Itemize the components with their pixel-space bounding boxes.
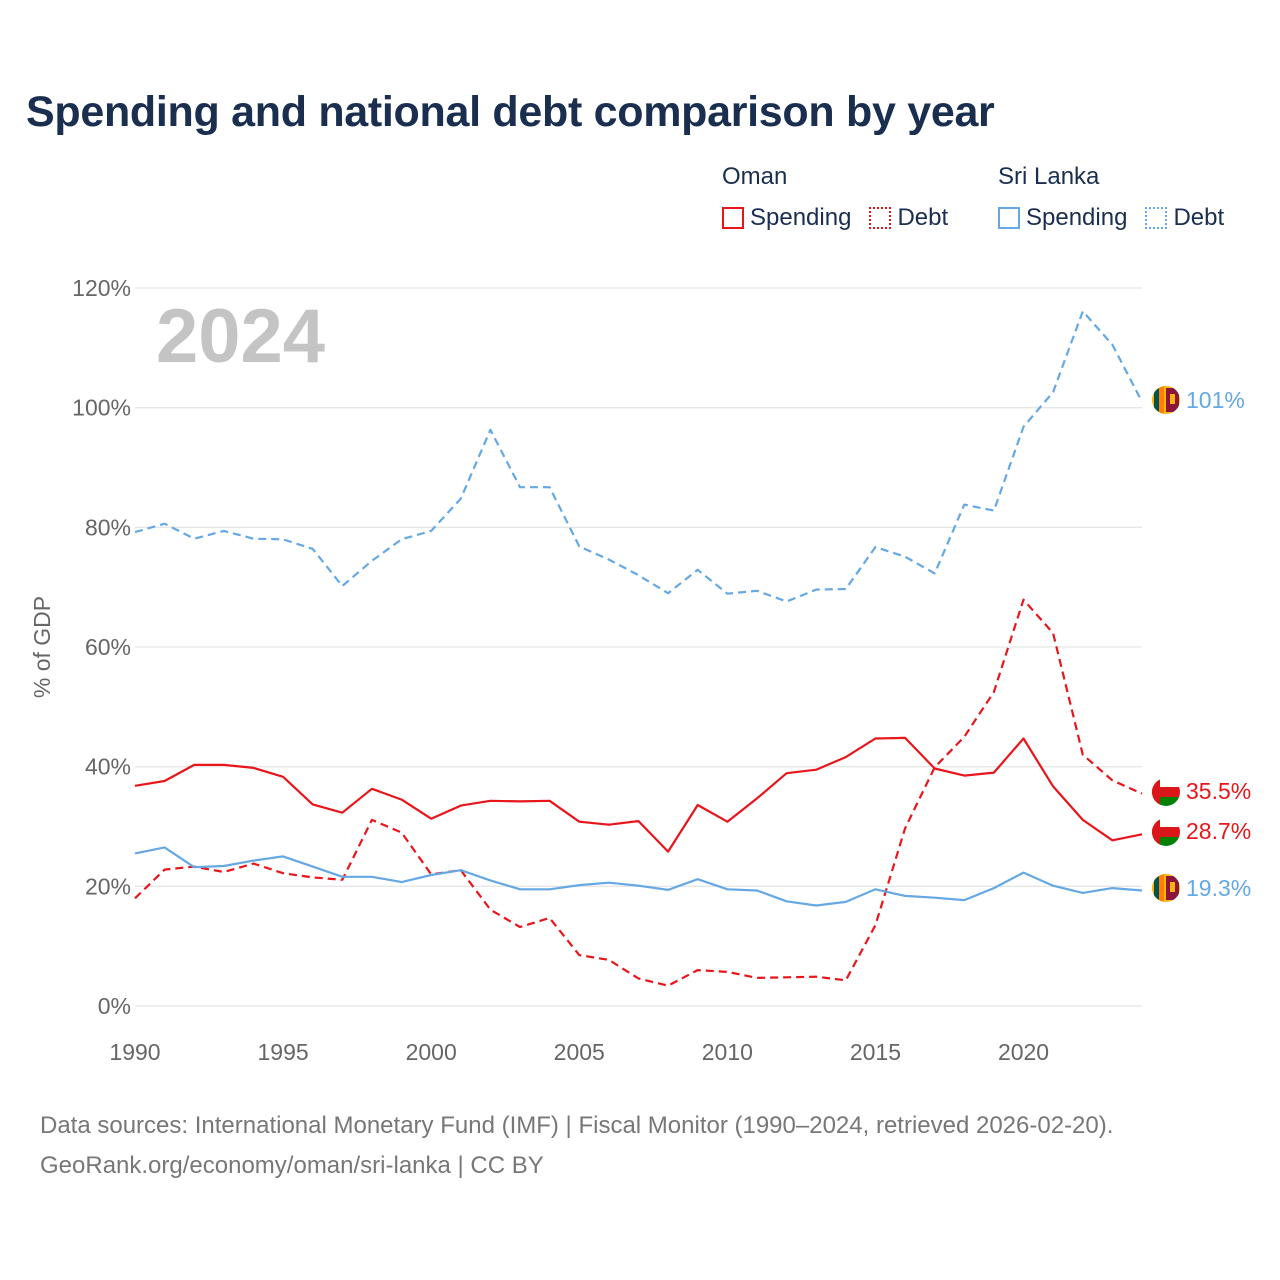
x-tick-label: 2015	[850, 1039, 901, 1065]
x-axis-ticks: 1990 1995 2000 2005 2010 2015 2020	[109, 1039, 1049, 1065]
gridlines	[135, 287, 1142, 1007]
end-label-oman-debt: 35.5%	[1186, 778, 1251, 804]
y-tick-label: 120%	[72, 275, 131, 301]
legend-group-oman: Oman Spending Debt	[722, 162, 966, 232]
y-tick-label: 0%	[98, 993, 131, 1019]
y-axis-label: % of GDP	[29, 596, 55, 698]
year-watermark: 2024	[156, 294, 325, 379]
legend-label: Spending	[750, 204, 852, 231]
legend-group-name: Sri Lanka	[998, 163, 1100, 190]
legend-group-name: Oman	[722, 163, 788, 190]
legend-item-sri-lanka-spending[interactable]: Spending	[998, 204, 1127, 232]
x-tick-label: 2000	[406, 1039, 457, 1065]
legend-item-oman-debt[interactable]: Debt	[869, 204, 948, 232]
x-tick-label: 2005	[554, 1039, 605, 1065]
y-tick-label: 80%	[85, 514, 131, 540]
legend-label: Debt	[1173, 204, 1225, 231]
y-tick-label: 60%	[85, 634, 131, 660]
oman-flag-icon	[1152, 778, 1180, 806]
end-label-sri-lanka-debt: 101%	[1186, 387, 1245, 413]
sri-lanka-flag-icon	[1152, 386, 1180, 414]
chart-title: Spending and national debt comparison by…	[26, 88, 995, 136]
end-label-oman-spending: 28.7%	[1186, 818, 1251, 844]
x-tick-label: 2010	[702, 1039, 753, 1065]
y-tick-label: 40%	[85, 754, 131, 780]
y-axis-ticks: 0% 20% 40% 60% 80% 100% 120%	[72, 275, 131, 1019]
legend-item-oman-spending[interactable]: Spending	[722, 204, 851, 232]
x-tick-label: 1995	[258, 1039, 309, 1065]
source-line-1: Data sources: International Monetary Fun…	[40, 1112, 1114, 1139]
source-note: Data sources: International Monetary Fun…	[40, 1106, 1113, 1186]
x-tick-label: 2020	[998, 1039, 1049, 1065]
series-line-sri-lanka-spending[interactable]	[134, 846, 1143, 907]
series-line-oman-spending[interactable]	[134, 736, 1143, 853]
legend-group-sri-lanka: Sri Lanka Spending Debt	[998, 162, 1242, 232]
legend-item-sri-lanka-debt[interactable]: Debt	[1145, 204, 1224, 232]
series-lines	[134, 310, 1143, 987]
solid-line-swatch-icon	[722, 207, 744, 229]
dashed-line-swatch-icon	[869, 207, 892, 229]
legend-label: Debt	[897, 204, 949, 231]
end-label-sri-lanka-spending: 19.3%	[1186, 875, 1251, 901]
solid-line-swatch-icon	[998, 207, 1020, 229]
y-tick-label: 100%	[72, 395, 131, 421]
legend-label: Spending	[1026, 204, 1128, 231]
oman-flag-icon	[1152, 818, 1180, 846]
source-line-2: GeoRank.org/economy/oman/sri-lanka | CC …	[40, 1152, 544, 1179]
x-tick-label: 1990	[109, 1039, 160, 1065]
sri-lanka-flag-icon	[1152, 874, 1180, 902]
y-tick-label: 20%	[85, 873, 131, 899]
dashed-line-swatch-icon	[1145, 207, 1168, 229]
series-line-oman-debt[interactable]	[134, 598, 1143, 987]
series-line-sri-lanka-debt[interactable]	[134, 310, 1143, 603]
